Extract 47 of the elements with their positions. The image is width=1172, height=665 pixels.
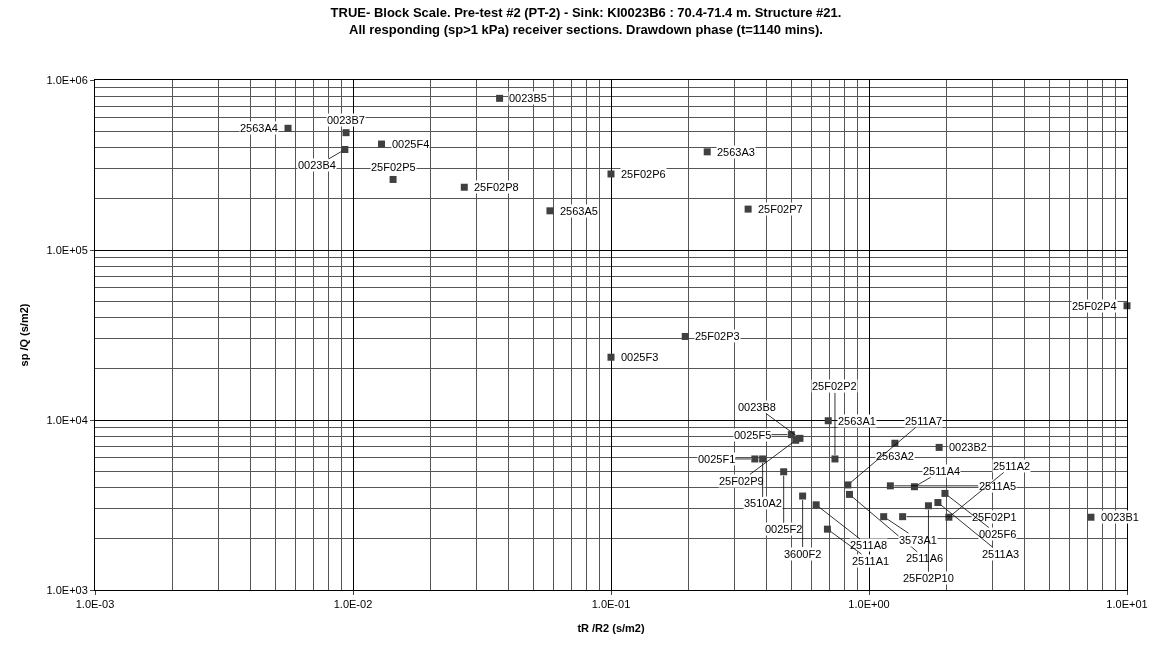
text: 0025F2 [765, 523, 803, 535]
text: 2511A7 [905, 415, 943, 427]
series-label: 0023B2 [949, 441, 987, 453]
y-tick-label: 1.0E+05 [46, 243, 88, 256]
chart-title: TRUE- Block Scale. Pre-test #2 (PT-2) - Sink: KI0023B6 : 70.4-71.4 m. Structure #21. All responding (sp>1 kPa) receiver sections. Drawdown phase (t=1140 mins). [330, 4, 842, 37]
series-label: 25F02P6 [621, 168, 666, 180]
series-label: 2563A3 [717, 146, 755, 158]
series-label: 0025F5 [734, 429, 772, 441]
series-label: 0023B4 [298, 159, 336, 171]
series-label: 25F02P3 [695, 330, 740, 342]
series-label: 2511A4 [923, 465, 961, 477]
text: 2511A2 [993, 460, 1031, 472]
text: 3510A2 [744, 497, 782, 509]
y-tick-label: 1.0E+03 [46, 583, 88, 596]
x-tick-label: 1.0E-01 [591, 598, 631, 611]
series-label: 25F02P7 [758, 203, 803, 215]
series-label: 0023B1 [1101, 511, 1139, 523]
series-label: 25F02P5 [371, 161, 416, 173]
y-tick-label: 1.0E+06 [46, 73, 88, 86]
series-label: 2563A4 [240, 122, 278, 134]
text: 2511A5 [979, 480, 1017, 492]
series-label: 2563A1 [838, 415, 876, 427]
y-tick-label: 1.0E+04 [46, 413, 88, 426]
text: 25F02P10 [903, 572, 954, 584]
text: 2511A1 [852, 555, 890, 567]
series-label: 0023B5 [509, 92, 547, 104]
series-label: 0025F3 [621, 351, 659, 363]
series-label: 2563A2 [876, 450, 914, 462]
text: 0023B8 [738, 401, 776, 413]
series-label: 0025F1 [698, 453, 736, 465]
x-axis-title: tR /R2 (s/m2) [577, 622, 645, 635]
series-label: 0025F4 [392, 138, 430, 150]
text: 25F02P2 [812, 380, 857, 392]
series-label: 2563A5 [560, 205, 598, 217]
text: 25F02P1 [972, 511, 1017, 523]
series-label: 0023B7 [327, 114, 365, 126]
y-axis-title: sp /Q (s/m2) [18, 303, 31, 367]
x-tick-label: 1.0E-02 [333, 598, 373, 611]
x-tick-label: 1.0E+01 [1106, 598, 1148, 611]
text: 2511A8 [850, 539, 888, 551]
x-tick-label: 1.0E-03 [75, 598, 115, 611]
series-label: 25F02P8 [474, 181, 519, 193]
text: 0025F6 [979, 528, 1017, 540]
text: 3600F2 [784, 548, 822, 560]
text: 2511A3 [982, 548, 1020, 560]
x-tick-label: 1.0E+00 [848, 598, 890, 611]
series-label: 25F02P4 [1072, 300, 1117, 312]
